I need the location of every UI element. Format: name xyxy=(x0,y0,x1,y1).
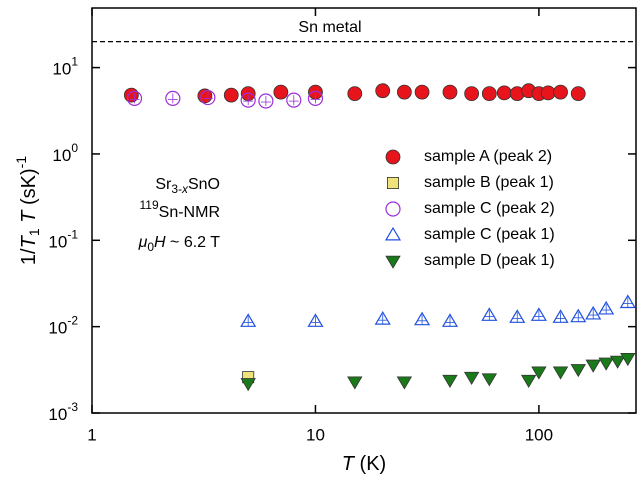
x-axis-label: T (K) xyxy=(342,453,386,475)
legend-label: sample C (peak 1) xyxy=(424,226,555,243)
annotation-part: ~ 6.2 T xyxy=(166,234,221,251)
annotation-part: Sr xyxy=(155,176,172,193)
y-tick-label: 10-3 xyxy=(48,400,78,424)
y-axis-label: 1/T1 T (sK)-1 xyxy=(13,156,42,265)
marker xyxy=(598,357,614,371)
marker xyxy=(307,90,324,106)
y-tick-base: 10 xyxy=(48,233,67,252)
annotation-part: H xyxy=(154,234,166,251)
y-tick-base: 10 xyxy=(52,146,71,165)
marker xyxy=(286,92,302,108)
marker xyxy=(223,87,239,103)
annotation-part: 3- xyxy=(171,182,182,196)
marker xyxy=(553,84,568,100)
y-tick-exponent: 1 xyxy=(71,55,78,69)
y-tick-exponent: -2 xyxy=(67,314,78,328)
x-tick-label: 100 xyxy=(525,425,553,444)
marker xyxy=(442,84,458,100)
annotation-part: SnO xyxy=(188,176,220,193)
marker xyxy=(165,90,181,106)
marker xyxy=(240,378,256,392)
marker xyxy=(384,226,402,241)
marker xyxy=(481,373,498,387)
legend-label: sample A (peak 2) xyxy=(424,148,552,165)
y-tick-label: 10-2 xyxy=(48,314,78,338)
marker xyxy=(385,149,401,165)
marker xyxy=(496,85,512,101)
x-label-part: (K) xyxy=(354,453,386,475)
marker xyxy=(385,201,401,217)
y-tick-label: 101 xyxy=(52,55,78,79)
y-label-part: T xyxy=(18,209,40,223)
marker xyxy=(200,89,216,106)
y-tick-base: 10 xyxy=(48,405,67,424)
y-tick-exponent: -1 xyxy=(67,227,78,241)
x-tick-label: 10 xyxy=(306,425,325,444)
y-tick-label: 10-1 xyxy=(48,227,78,251)
y-tick-label: 100 xyxy=(52,141,78,165)
annotation: μ0H ~ 6.2 T xyxy=(138,234,221,254)
marker xyxy=(585,359,601,373)
annotation-part: 119 xyxy=(140,198,159,212)
annotation: Sr3-xSnO xyxy=(155,176,220,196)
marker xyxy=(347,86,363,101)
annotation-part: x xyxy=(181,182,189,196)
marker xyxy=(570,364,586,378)
reference-label: Sn metal xyxy=(298,19,361,36)
annotation-part: μ xyxy=(138,234,148,251)
marker xyxy=(347,376,363,390)
marker xyxy=(464,86,480,101)
annotation-part: Sn-NMR xyxy=(159,204,220,221)
y-tick-base: 10 xyxy=(52,60,71,79)
marker xyxy=(126,90,143,106)
plot-frame xyxy=(91,7,637,414)
marker xyxy=(531,366,547,380)
marker xyxy=(273,84,289,100)
y-tick-exponent: -3 xyxy=(67,400,78,414)
marker xyxy=(609,355,626,369)
marker xyxy=(520,374,537,388)
marker xyxy=(375,83,391,99)
marker xyxy=(463,371,480,385)
y-label-part: -1 xyxy=(13,156,29,169)
x-tick-label: 1 xyxy=(87,425,96,444)
marker xyxy=(620,353,636,367)
marker xyxy=(396,376,413,390)
marker xyxy=(385,255,401,269)
y-label-part: T xyxy=(18,234,40,248)
marker xyxy=(570,86,586,101)
y-label-part: 1/ xyxy=(18,248,40,265)
marker xyxy=(552,366,569,380)
y-tick-exponent: 0 xyxy=(71,141,78,155)
annotation-part: 0 xyxy=(147,240,154,254)
y-label-part: (sK) xyxy=(18,168,40,210)
y-tick-base: 10 xyxy=(48,319,67,338)
legend-label: sample B (peak 1) xyxy=(424,174,554,191)
legend-label: sample C (peak 2) xyxy=(424,200,555,217)
marker xyxy=(240,92,256,108)
marker xyxy=(396,84,412,100)
marker xyxy=(481,86,497,101)
y-label-part: 1 xyxy=(26,228,42,236)
x-label-part: T xyxy=(342,453,356,475)
legend-label: sample D (peak 1) xyxy=(424,252,555,269)
marker xyxy=(123,87,139,103)
marker xyxy=(386,176,399,189)
marker xyxy=(414,84,430,100)
marker xyxy=(540,85,556,101)
marker xyxy=(258,93,274,109)
annotation: 119Sn-NMR xyxy=(140,198,220,221)
marker xyxy=(442,374,458,388)
